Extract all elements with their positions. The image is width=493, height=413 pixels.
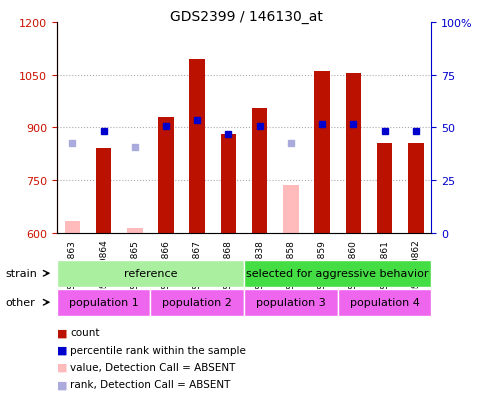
Bar xyxy=(283,186,299,233)
Text: GSM120865: GSM120865 xyxy=(130,239,139,294)
Bar xyxy=(57,289,150,316)
Text: GSM120863: GSM120863 xyxy=(68,239,77,294)
Bar xyxy=(346,74,361,233)
Text: count: count xyxy=(70,328,100,337)
Bar xyxy=(408,144,423,233)
Text: GSM120861: GSM120861 xyxy=(380,239,389,294)
Bar xyxy=(127,228,142,233)
Bar xyxy=(377,144,392,233)
Text: GSM120858: GSM120858 xyxy=(286,239,295,294)
Text: value, Detection Call = ABSENT: value, Detection Call = ABSENT xyxy=(70,362,236,372)
Text: rank, Detection Call = ABSENT: rank, Detection Call = ABSENT xyxy=(70,380,231,389)
Text: selected for aggressive behavior: selected for aggressive behavior xyxy=(246,268,429,279)
Bar xyxy=(244,260,431,287)
Text: GSM120864: GSM120864 xyxy=(99,239,108,294)
Bar xyxy=(65,221,80,233)
Text: GSM120862: GSM120862 xyxy=(411,239,420,294)
Bar xyxy=(57,260,244,287)
Text: strain: strain xyxy=(5,268,37,279)
Text: GDS2399 / 146130_at: GDS2399 / 146130_at xyxy=(170,10,323,24)
Text: reference: reference xyxy=(124,268,177,279)
Text: ■: ■ xyxy=(57,328,67,337)
Text: population 1: population 1 xyxy=(69,297,139,308)
Text: GSM120868: GSM120868 xyxy=(224,239,233,294)
Text: ■: ■ xyxy=(57,345,67,355)
Bar xyxy=(96,149,111,233)
Text: GSM120860: GSM120860 xyxy=(349,239,358,294)
Text: percentile rank within the sample: percentile rank within the sample xyxy=(70,345,246,355)
Bar xyxy=(315,72,330,233)
Bar xyxy=(252,109,267,233)
Text: population 3: population 3 xyxy=(256,297,326,308)
Text: GSM120866: GSM120866 xyxy=(162,239,171,294)
Bar xyxy=(244,289,338,316)
Text: population 2: population 2 xyxy=(162,297,232,308)
Text: ■: ■ xyxy=(57,380,67,389)
Text: GSM120867: GSM120867 xyxy=(193,239,202,294)
Bar xyxy=(189,59,205,233)
Text: other: other xyxy=(5,297,35,308)
Text: population 4: population 4 xyxy=(350,297,420,308)
Text: ■: ■ xyxy=(57,362,67,372)
Bar xyxy=(158,117,174,233)
Bar xyxy=(150,289,244,316)
Text: GSM120859: GSM120859 xyxy=(317,239,326,294)
Text: GSM120838: GSM120838 xyxy=(255,239,264,294)
Bar xyxy=(338,289,431,316)
Bar xyxy=(220,135,236,233)
